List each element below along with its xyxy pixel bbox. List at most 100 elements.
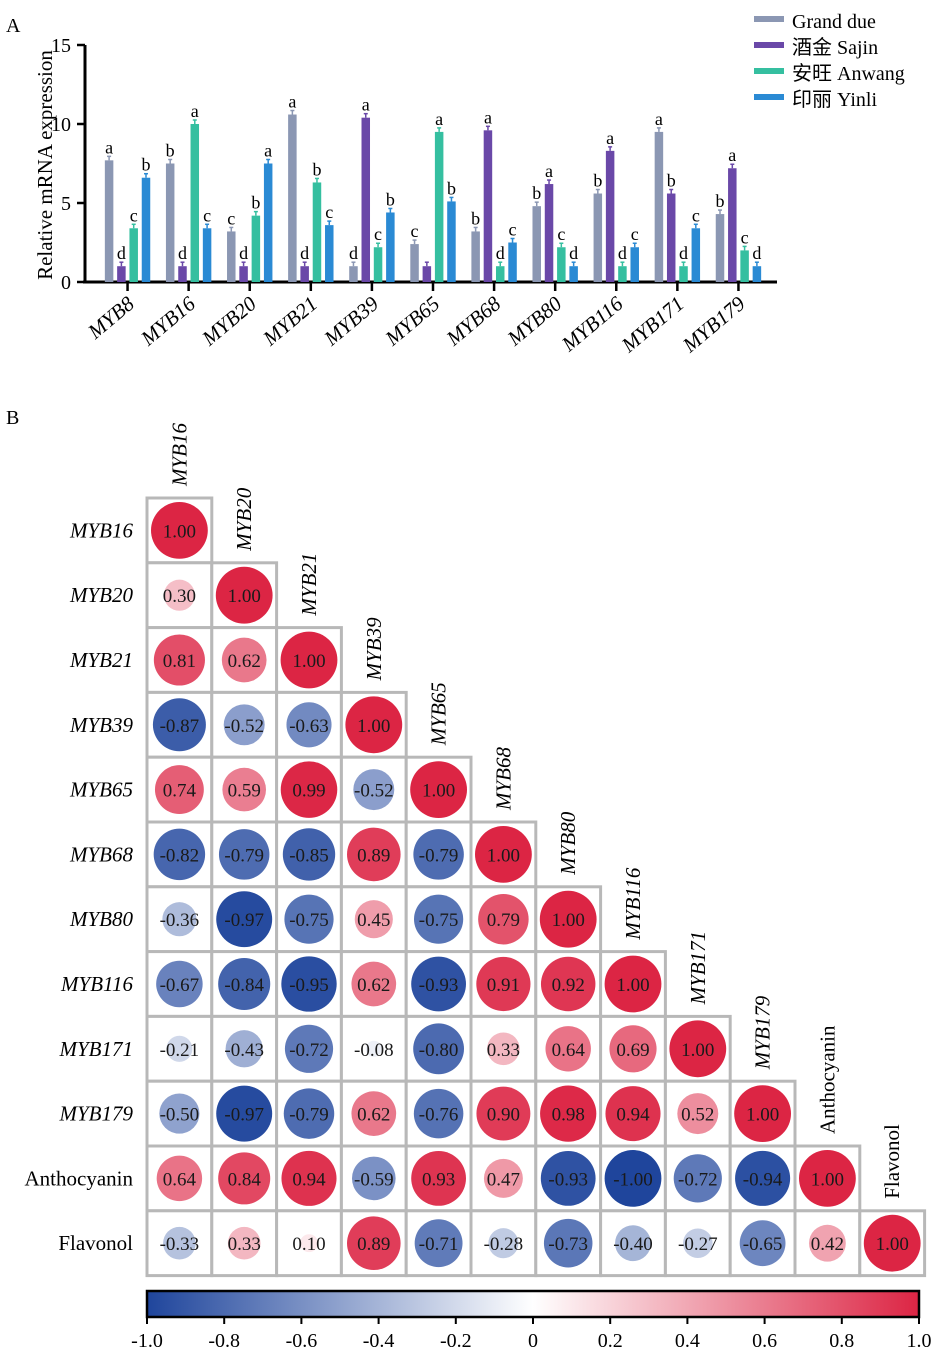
- column-label: MYB171: [686, 931, 710, 1006]
- correlation-circle: [166, 1035, 193, 1062]
- correlation-circle: [159, 1093, 200, 1134]
- correlation-circle: [739, 1220, 786, 1267]
- colorbar-tick-label: 0.4: [675, 1330, 700, 1352]
- correlation-value: -0.95: [289, 975, 329, 996]
- correlation-value: 0.94: [616, 1105, 650, 1126]
- bar: [288, 114, 297, 283]
- correlation-value: -0.67: [160, 975, 200, 996]
- correlation-value: -0.93: [548, 1169, 588, 1190]
- column-label: Anthocyanin: [815, 1025, 839, 1134]
- significance-letter: c: [631, 224, 639, 244]
- significance-letter: a: [728, 145, 736, 165]
- correlation-value: 0.33: [228, 1234, 261, 1255]
- x-tick-label: MYB39: [319, 291, 384, 351]
- correlation-value: 1.00: [487, 845, 520, 866]
- y-tick-label: 5: [61, 193, 71, 215]
- bar: [740, 250, 749, 282]
- correlation-value: 0.59: [228, 781, 261, 802]
- correlation-value: 0.45: [357, 910, 390, 931]
- correlation-value: 1.00: [876, 1234, 909, 1255]
- bar: [605, 150, 615, 282]
- correlation-circle: [863, 1214, 921, 1272]
- row-label: Anthocyanin: [25, 1166, 134, 1190]
- row-label: MYB65: [69, 778, 133, 802]
- correlation-value: -0.87: [160, 716, 200, 737]
- correlation-circle: [673, 1154, 722, 1203]
- significance-letter: d: [178, 243, 187, 263]
- correlation-value: 0.93: [422, 1169, 455, 1190]
- y-tick-label: 0: [61, 272, 71, 294]
- correlation-value: 0.89: [357, 1234, 390, 1255]
- correlation-value: 0.10: [292, 1234, 325, 1255]
- bar: [508, 242, 517, 282]
- bar: [447, 201, 456, 282]
- significance-letter: a: [435, 109, 443, 129]
- correlation-circle: [483, 1158, 523, 1198]
- correlation-value: -0.27: [678, 1234, 718, 1255]
- x-tick-label: MYB179: [677, 291, 750, 358]
- correlation-value: -0.79: [419, 845, 459, 866]
- correlation-circle: [153, 634, 205, 686]
- x-tick-label: MYB68: [441, 291, 506, 351]
- correlation-circle: [280, 761, 338, 818]
- bar: [202, 228, 212, 282]
- significance-letter: a: [655, 109, 663, 129]
- correlation-value: -0.71: [419, 1234, 459, 1255]
- x-tick-label: MYB20: [196, 291, 261, 351]
- correlation-circle: [540, 956, 596, 1012]
- column-label: MYB21: [297, 553, 321, 617]
- correlation-value: 0.81: [163, 651, 196, 672]
- row-label: MYB20: [69, 583, 134, 607]
- column-label: MYB80: [556, 811, 580, 876]
- colorbar-tick-label: 1.0: [907, 1330, 932, 1352]
- correlation-circle: [540, 1151, 596, 1206]
- correlation-circle: [351, 961, 397, 1007]
- correlation-circle: [414, 894, 464, 944]
- correlation-circle: [151, 502, 208, 559]
- correlation-value: -0.08: [354, 1040, 394, 1061]
- bar: [373, 247, 383, 282]
- correlation-circle: [540, 1085, 597, 1142]
- correlation-circle: [351, 1156, 396, 1201]
- significance-letter: a: [264, 141, 272, 161]
- correlation-value: 1.00: [292, 651, 325, 672]
- correlation-circle: [154, 765, 204, 815]
- correlation-value: 1.00: [552, 910, 585, 931]
- correlation-circle: [669, 1020, 727, 1078]
- correlation-circle: [163, 1226, 196, 1260]
- colorbar-tick-label: 0: [528, 1330, 538, 1352]
- correlation-circle: [365, 1040, 382, 1057]
- correlation-value: -0.52: [354, 781, 394, 802]
- correlation-value: -0.33: [160, 1234, 200, 1255]
- bar: [532, 206, 541, 282]
- significance-letter: d: [752, 243, 761, 263]
- significance-letter: c: [411, 221, 419, 241]
- correlation-value: -0.79: [224, 845, 264, 866]
- correlation-value: 0.52: [681, 1105, 714, 1126]
- correlation-circle: [604, 1150, 662, 1207]
- row-label: Flavonol: [58, 1231, 133, 1255]
- correlation-circle: [156, 960, 203, 1008]
- x-tick-label: MYB116: [556, 291, 628, 357]
- colorbar-tick-label: -0.4: [363, 1330, 395, 1352]
- correlation-circle: [413, 829, 464, 880]
- correlation-circle: [216, 1085, 273, 1142]
- correlation-value: 0.92: [552, 975, 585, 996]
- correlation-value: -0.97: [224, 1105, 264, 1126]
- bar: [618, 266, 627, 282]
- correlation-circle: [615, 1225, 651, 1262]
- row-label: MYB21: [69, 648, 133, 672]
- correlation-circle: [223, 704, 265, 746]
- correlation-circle: [604, 955, 662, 1013]
- correlation-value: -0.79: [289, 1105, 329, 1126]
- corr-labels: MYB16 MYB16 MYB20 MYB20 MYB21 MYB21 MYB39 MYB39…: [25, 423, 905, 1256]
- correlation-circle: [476, 1086, 531, 1141]
- significance-letter: a: [606, 128, 614, 148]
- significance-letter: b: [251, 193, 260, 213]
- bar: [129, 228, 138, 282]
- column-label: MYB65: [427, 682, 451, 746]
- significance-letter: b: [667, 171, 676, 191]
- bar: [483, 130, 493, 282]
- correlation-value: 1.00: [746, 1105, 779, 1126]
- correlation-value: -1.00: [613, 1169, 653, 1190]
